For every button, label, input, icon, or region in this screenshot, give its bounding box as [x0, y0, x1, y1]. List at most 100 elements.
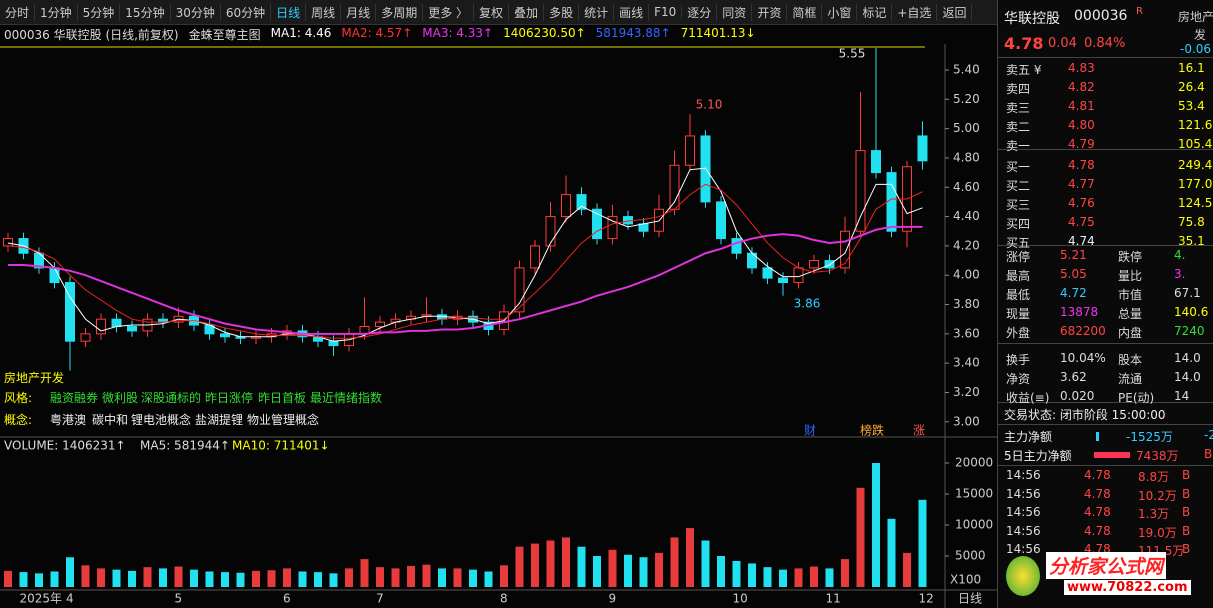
book-label: 卖二: [1006, 120, 1031, 134]
style-tag[interactable]: 微利股: [102, 391, 139, 405]
toolbar-button[interactable]: 周线: [306, 3, 342, 21]
style-tag[interactable]: 昨日首板: [258, 391, 307, 405]
stock-name: 华联控股: [1004, 11, 1060, 27]
stat-label: 跌停: [1118, 250, 1143, 264]
info-ma1: MA1: 4.46: [270, 26, 332, 40]
price-change: 0.04: [1048, 36, 1077, 51]
y-tick-label: 4.60: [953, 180, 980, 194]
book-price: 4.78: [1068, 158, 1095, 172]
concept-tag[interactable]: 物业管理概念: [247, 413, 320, 427]
toolbar-button[interactable]: 逐分: [682, 3, 718, 21]
toolbar-button[interactable]: 15分钟: [120, 3, 171, 21]
book-volume: 249.4: [1178, 158, 1213, 172]
x-tick-label: 6: [283, 592, 291, 606]
stat-label: 最低: [1006, 288, 1031, 302]
toolbar-button[interactable]: 复权: [474, 3, 510, 21]
stat-label: 内盘: [1118, 326, 1143, 340]
book-label: 买一: [1006, 160, 1031, 174]
info-bar: 000036 华联控股 (日线,前复权) 金蛛至尊主图 MA1: 4.46 MA2: …: [4, 26, 756, 43]
separator: [998, 402, 1213, 403]
style-tag[interactable]: 昨日涨停: [205, 391, 254, 405]
candle-body: [685, 135, 695, 166]
flow-extra: B: [1204, 447, 1213, 461]
x-tick-label: 10: [733, 592, 748, 606]
toolbar-button[interactable]: 画线: [614, 3, 650, 21]
volume-bar: [670, 537, 679, 587]
watermark-logo: [1006, 556, 1040, 596]
concept-tag[interactable]: 粤港澳: [50, 413, 87, 427]
volume-bar: [221, 572, 229, 587]
volume-bar: [624, 554, 632, 587]
trade-side: B: [1182, 468, 1191, 482]
volume-bar: [779, 569, 787, 587]
concept-tag[interactable]: 盐湖提锂: [195, 413, 244, 427]
candle-body: [716, 201, 726, 240]
stat-value: 3.: [1174, 267, 1186, 281]
candle-body: [840, 230, 850, 269]
volume-bar: [407, 565, 415, 587]
style-tag[interactable]: 融资融券: [50, 391, 99, 405]
x-tick-label: 7: [376, 592, 384, 606]
volume-bar: [608, 549, 617, 587]
style-tag[interactable]: 最近情绪指数: [310, 391, 383, 405]
stat-value: 140.6: [1174, 305, 1209, 319]
book-price: 4.74: [1068, 234, 1095, 248]
toolbar-button[interactable]: 小窗: [822, 3, 858, 21]
trade-time: 14:56: [1006, 505, 1041, 519]
volume-bar: [810, 566, 818, 587]
toolbar-button[interactable]: 更多 〉: [423, 3, 475, 21]
toolbar-button[interactable]: 月线: [341, 3, 377, 21]
toolbar-button[interactable]: 叠加: [509, 3, 545, 21]
volume-bar: [484, 571, 493, 587]
toolbar-button[interactable]: 简框: [787, 3, 823, 21]
book-label: 买三: [1006, 198, 1031, 212]
concept-tag[interactable]: 碳中和: [92, 413, 129, 427]
volume-bar: [159, 568, 167, 587]
style-tag[interactable]: 深股通标的: [141, 391, 202, 405]
stat-value: 5.21: [1060, 248, 1087, 262]
toolbar-button[interactable]: 60分钟: [221, 3, 272, 21]
flow-extra: -2: [1204, 428, 1213, 442]
toolbar-button[interactable]: 统计: [579, 3, 615, 21]
toolbar-button[interactable]: 标记: [857, 3, 893, 21]
toolbar-button[interactable]: 日线: [271, 3, 307, 21]
toolbar-button[interactable]: 多股: [544, 3, 580, 21]
volume-bar: [376, 567, 384, 587]
volume-info: VOLUME: 1406231↑: [4, 439, 126, 453]
toolbar-button[interactable]: 同资: [717, 3, 753, 21]
toolbar-button[interactable]: 5分钟: [78, 3, 121, 21]
toolbar-button[interactable]: +自选: [892, 3, 938, 21]
sector-pct: -0.06: [1180, 42, 1212, 56]
sector-name-2: 发: [1194, 28, 1207, 42]
candle-body: [49, 267, 60, 284]
separator: [998, 245, 1213, 246]
volume-tick-label: 5000: [955, 549, 986, 563]
trade-side: B: [1182, 542, 1191, 556]
toolbar-button[interactable]: 30分钟: [171, 3, 221, 21]
book-label: 卖一: [1006, 139, 1031, 153]
candle-body: [328, 340, 339, 347]
volume-bar: [841, 559, 849, 587]
candle-body: [561, 194, 571, 218]
volume-tick-label: 10000: [955, 518, 993, 532]
candle-body: [917, 135, 928, 162]
separator: [998, 149, 1213, 150]
candle-body: [592, 208, 602, 240]
toolbar-button[interactable]: 开资: [752, 3, 788, 21]
stat-label: 股本: [1118, 353, 1143, 367]
book-volume: 26.4: [1178, 80, 1205, 94]
concept-tag[interactable]: 锂电池概念: [131, 413, 192, 427]
stat-value: 14.0: [1174, 351, 1201, 365]
toolbar-button[interactable]: 1分钟: [35, 3, 78, 21]
toolbar: 分时 1分钟 5分钟 15分钟 30分钟 60分钟 日线 周线 月线 多周期 更多 〉复权 叠加 多股统…: [0, 0, 997, 25]
volume-bar: [825, 568, 834, 587]
toolbar-button[interactable]: 返回: [937, 3, 973, 21]
stat-label: 收益(≡): [1006, 391, 1050, 405]
stat-value: 14: [1174, 389, 1190, 403]
volume-tick-label: 15000: [955, 487, 993, 501]
toolbar-button[interactable]: F10: [649, 5, 683, 19]
volume-bar: [314, 572, 322, 587]
toolbar-button[interactable]: 多周期: [376, 3, 424, 21]
toolbar-button[interactable]: 分时: [0, 3, 36, 21]
separator: [998, 343, 1213, 344]
